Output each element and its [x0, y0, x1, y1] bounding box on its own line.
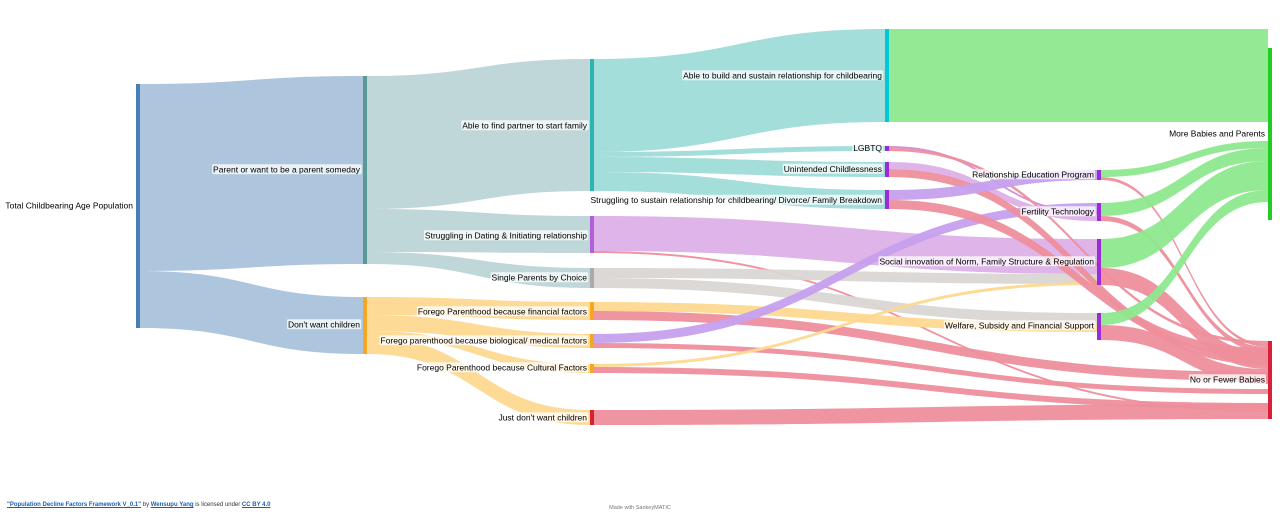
node-label-welfare: Welfare, Subsidy and Financial Support	[945, 320, 1095, 330]
node-label-background	[971, 169, 1095, 180]
node-label-background	[943, 320, 1096, 331]
node-social	[1097, 239, 1101, 285]
node-welfare	[1097, 313, 1101, 340]
node-label-background	[782, 163, 883, 174]
link-welfare-to-more	[1101, 190, 1268, 325]
node-label-financial: Forego Parenthood because financial fact…	[418, 306, 587, 316]
link-dating-to-fewer	[594, 251, 1268, 412]
node-fertility	[1097, 203, 1101, 221]
license-attribution: "Population Decline Factors Framework V_…	[7, 502, 271, 508]
node-label-background	[461, 120, 589, 131]
node-label-background	[682, 70, 884, 81]
node-label-background	[589, 194, 884, 205]
node-label-background	[1188, 374, 1266, 385]
license-link[interactable]: CC BY 4.0	[241, 502, 271, 508]
node-lgbtq	[885, 146, 889, 151]
node-label-background	[212, 164, 362, 175]
by-text: by	[142, 502, 150, 508]
flow-labels: Total Childbearing Age Population Parent …	[4, 70, 1266, 423]
node-label-background	[490, 272, 589, 283]
author-link[interactable]: Wensupu Yang	[150, 502, 194, 508]
node-label-cultural: Forego Parenthood because Cultural Facto…	[417, 362, 587, 372]
link-single-to-welfare	[594, 278, 1097, 323]
node-label-parent: Parent or want to be a parent someday	[213, 164, 361, 174]
link-struggle-to-fewer	[889, 200, 1268, 357]
node-label-partner: Able to find partner to start family	[462, 120, 587, 130]
link-fertility-to-fewer	[1101, 216, 1268, 352]
node-label-unintended: Unintended Childlessness	[784, 164, 882, 174]
link-welfare-to-fewer	[1101, 325, 1268, 384]
link-parent-to-single	[367, 252, 590, 288]
node-label-more: More Babies and Parents	[1169, 128, 1265, 138]
link-cultural-to-fewer	[594, 367, 1268, 409]
node-justdont	[590, 410, 594, 425]
link-social-to-more	[1101, 161, 1268, 268]
node-label-justdont: Just don't want children	[498, 412, 587, 422]
node-label-background	[852, 142, 884, 153]
link-lgbtq-to-fewer	[889, 148, 1268, 344]
node-label-total: Total Childbearing Age Population	[5, 200, 133, 210]
node-label-background	[878, 256, 1096, 267]
node-label-social: Social innovation of Norm, Family Struct…	[880, 256, 1095, 266]
link-unintended-to-fewer	[889, 169, 1268, 365]
licensed-text: is licensed under	[195, 502, 241, 508]
node-dating	[590, 216, 594, 253]
node-financial	[590, 302, 594, 320]
node-single	[590, 268, 594, 288]
link-bio-to-fewer	[594, 343, 1268, 394]
node-label-background	[497, 412, 589, 423]
node-label-background	[415, 362, 588, 373]
link-fertility-to-more	[1101, 148, 1268, 216]
node-label-dating: Struggling in Dating & Initiating relati…	[425, 230, 587, 240]
node-label-lgbtq: LGBTQ	[853, 143, 882, 153]
node-label-relEdu: Relationship Education Program	[972, 169, 1094, 179]
node-label-background	[379, 335, 588, 346]
node-label-background	[1020, 206, 1096, 217]
node-label-fewer: No or Fewer Babies	[1190, 374, 1265, 384]
node-bio	[590, 334, 594, 348]
node-label-single: Single Parents by Choice	[492, 272, 588, 282]
node-label-sustain: Able to build and sustain relationship f…	[683, 70, 882, 80]
link-unintended-to-fertility	[889, 162, 1097, 221]
link-total-to-dont	[140, 271, 363, 354]
node-more	[1268, 48, 1272, 220]
node-sustain	[885, 29, 889, 122]
node-label-background	[423, 230, 589, 241]
work-title-link[interactable]: "Population Decline Factors Framework V_…	[7, 502, 142, 508]
node-total	[136, 84, 140, 328]
link-dont-to-justdont	[367, 337, 590, 425]
node-label-background	[286, 319, 362, 330]
link-financial-to-fewer	[594, 311, 1268, 381]
link-social-to-fewer	[1101, 268, 1268, 369]
node-label-dont: Don't want children	[288, 319, 360, 329]
link-relEdu-to-more	[1101, 141, 1268, 177]
node-parent	[363, 76, 367, 264]
link-parent-to-partner	[367, 59, 590, 209]
node-fewer	[1268, 341, 1272, 419]
node-unintended	[885, 162, 889, 177]
link-justdont-to-fewer	[594, 404, 1268, 425]
link-partner-to-sustain	[594, 29, 885, 152]
link-cultural-to-social	[594, 282, 1097, 367]
node-struggle	[885, 190, 889, 209]
node-label-struggle: Struggling to sustain relationship for c…	[590, 195, 882, 205]
link-sustain-to-more	[889, 29, 1268, 122]
link-partner-to-lgbtq	[594, 146, 885, 157]
node-label-background	[4, 200, 135, 211]
flow-links	[140, 29, 1268, 425]
link-bio-to-fertility	[594, 203, 1097, 343]
node-label-background	[416, 306, 588, 317]
node-dont	[363, 297, 367, 354]
node-label-bio: Forego parenthood because biological/ me…	[381, 335, 588, 345]
node-label-fertility: Fertility Technology	[1021, 206, 1094, 216]
node-label-background	[1168, 128, 1266, 139]
flow-nodes	[136, 29, 1272, 425]
made-with-credit: Made with SankeyMATIC	[609, 505, 671, 511]
node-cultural	[590, 364, 594, 373]
node-relEdu	[1097, 170, 1101, 180]
node-partner	[590, 59, 594, 191]
